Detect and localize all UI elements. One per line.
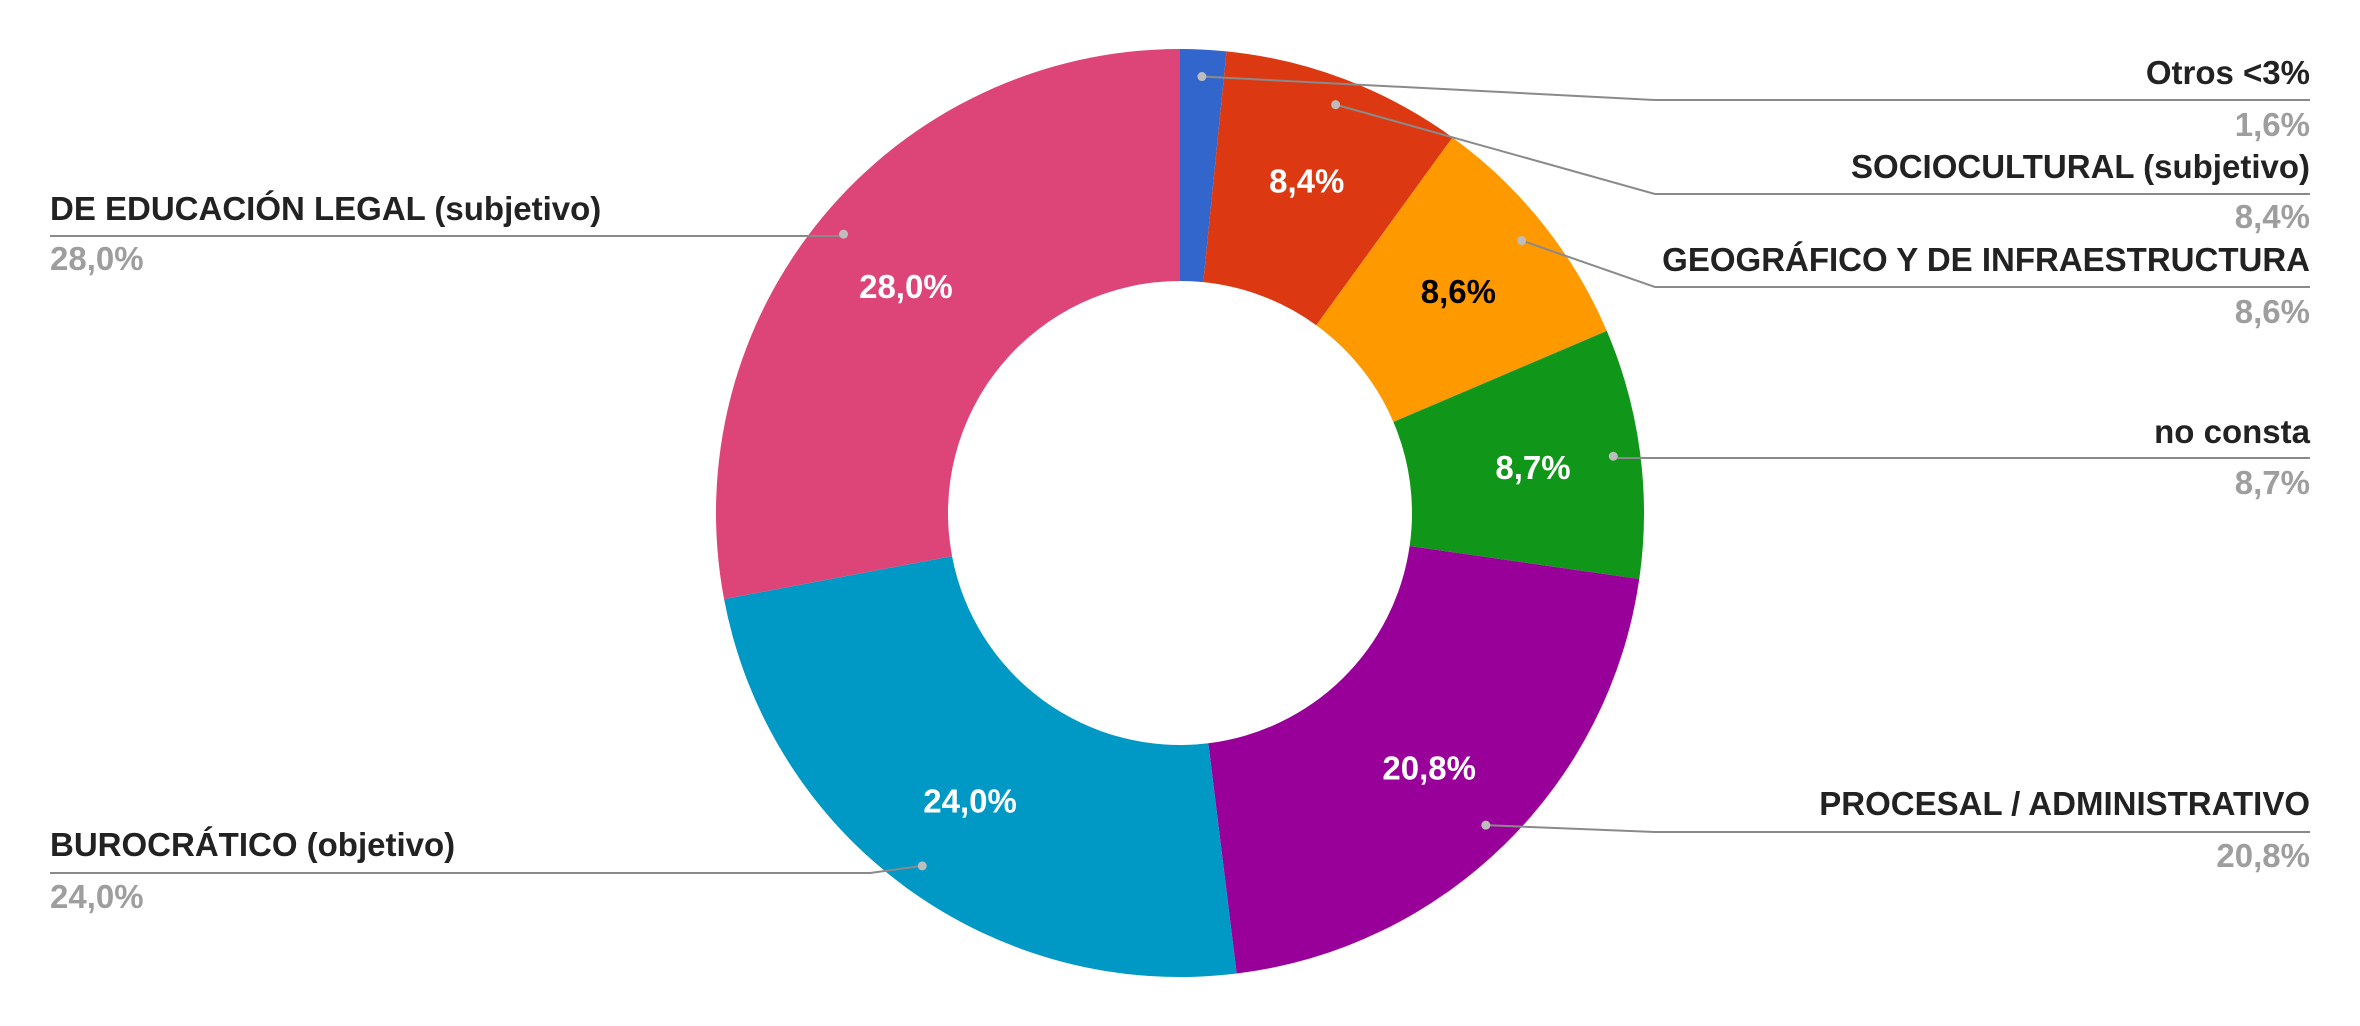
legend-value-sociocultural-subjetivo: 8,4% <box>2235 198 2310 235</box>
slice-value-label-procesal-administrativo: 20,8% <box>1382 749 1476 786</box>
slice-value-label-no-consta: 8,7% <box>1495 449 1570 486</box>
slice-geografico-y-de-infraestructura <box>1316 137 1607 422</box>
legend-label-de-educacion-legal-subjetivo: DE EDUCACIÓN LEGAL (subjetivo) <box>50 190 601 227</box>
slice-value-label-de-educacion-legal-subjetivo: 28,0% <box>859 268 953 305</box>
slices-group <box>716 49 1644 977</box>
slice-de-educacion-legal-subjetivo <box>716 49 1180 600</box>
leader-dot-no-consta <box>1608 451 1618 461</box>
leader-dot-geografico-y-de-infraestructura <box>1517 236 1527 246</box>
legend-value-geografico-y-de-infraestructura: 8,6% <box>2235 293 2310 330</box>
leader-dot-procesal-administrativo <box>1481 820 1491 830</box>
slice-procesal-administrativo <box>1208 546 1640 974</box>
legend-group: Otros <3% 1,6% SOCIOCULTURAL (subjetivo) 8,… <box>50 54 2311 915</box>
slice-burocratico-objetivo <box>724 556 1237 977</box>
legend-label-burocratico-objetivo: BUROCRÁTICO (objetivo) <box>50 826 455 863</box>
leader-dot-burocratico-objetivo <box>917 861 927 871</box>
leader-dot-sociocultural-subjetivo <box>1331 100 1341 110</box>
legend-label-geografico-y-de-infraestructura: GEOGRÁFICO Y DE INFRAESTRUCTURA <box>1662 241 2310 278</box>
inner-labels-group: 8,4% 8,6% 8,7% 20,8% 24,0% 28,0% <box>859 162 1570 819</box>
legend-label-no-consta: no consta <box>2154 413 2310 450</box>
slice-value-label-burocratico-objetivo: 24,0% <box>923 782 1017 819</box>
slice-value-label-sociocultural-subjetivo: 8,4% <box>1269 162 1344 199</box>
leader-line-procesal-administrativo <box>1485 824 2310 833</box>
legend-value-de-educacion-legal-subjetivo: 28,0% <box>50 240 144 277</box>
legend-label-procesal-administrativo: PROCESAL / ADMINISTRATIVO <box>1819 785 2310 822</box>
legend-label-sociocultural-subjetivo: SOCIOCULTURAL (subjetivo) <box>1851 148 2310 185</box>
legend-value-no-consta: 8,7% <box>2235 464 2310 501</box>
leader-line-burocratico-objetivo <box>50 864 923 874</box>
leaders-group <box>50 72 2310 874</box>
leader-line-geografico-y-de-infraestructura <box>1521 239 2310 288</box>
legend-value-procesal-administrativo: 20,8% <box>2216 837 2310 874</box>
leader-dot-de-educacion-legal-subjetivo <box>839 229 849 239</box>
slice-value-label-geografico-y-de-infraestructura: 8,6% <box>1421 273 1496 310</box>
slice-no-consta <box>1393 330 1644 580</box>
legend-label-otros-3: Otros <3% <box>2146 54 2310 91</box>
leader-line-otros-3 <box>1201 75 2310 101</box>
leader-dot-otros-3 <box>1197 72 1207 82</box>
slice-otros-3 <box>1180 49 1227 283</box>
legend-value-burocratico-objetivo: 24,0% <box>50 878 144 915</box>
leader-line-sociocultural-subjetivo <box>1335 103 2310 195</box>
legend-value-otros-3: 1,6% <box>2235 106 2310 143</box>
